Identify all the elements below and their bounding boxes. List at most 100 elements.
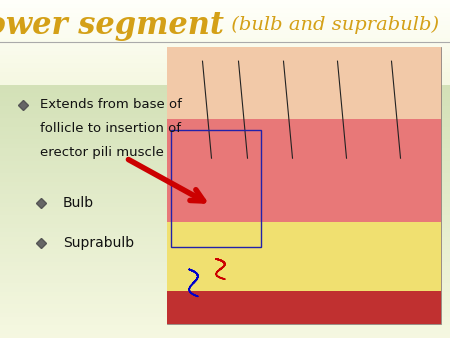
Bar (0, 17, 450, 21)
Bar (0, 21, 450, 25)
Bar (0, 274, 450, 279)
Bar (0, 241, 450, 245)
Text: follicle to insertion of: follicle to insertion of (40, 122, 181, 135)
Bar (0, 13, 450, 17)
Bar (0, 152, 450, 156)
Bar (0, 127, 450, 131)
Bar (0, 198, 450, 203)
Bar (0, 64, 450, 68)
Bar (0, 89, 450, 93)
Bar (0, 135, 450, 139)
Bar (0, 114, 450, 118)
Bar (0, 317, 450, 321)
Text: (bulb and suprabulb): (bulb and suprabulb) (225, 16, 439, 34)
Bar (0, 80, 450, 84)
Bar (0, 173, 450, 177)
Bar (0, 270, 450, 274)
Bar (0, 59, 450, 64)
Bar (0, 123, 450, 127)
Bar (0, 249, 450, 254)
Bar (0, 140, 450, 144)
Bar (0, 325, 450, 330)
Bar (0, 76, 450, 80)
Text: Bulb: Bulb (63, 196, 94, 210)
Bar (0, 287, 450, 291)
Bar (0, 84, 450, 89)
Bar (0, 194, 450, 199)
Bar (0, 8, 450, 13)
Bar (166, 47, 441, 119)
Bar (0, 304, 450, 308)
Bar (171, 130, 261, 247)
Bar (0, 64, 450, 68)
Bar (0, 203, 450, 207)
Bar (0, 220, 450, 224)
Bar (0, 296, 450, 300)
Bar (0, 266, 450, 270)
Bar (0, 161, 450, 165)
Bar (0, 228, 450, 233)
Bar (0, 42, 450, 46)
Bar (0, 80, 450, 84)
Bar (0, 76, 450, 80)
Bar (0, 30, 450, 34)
Bar (0, 224, 450, 228)
Bar (0, 131, 450, 135)
Bar (0, 105, 450, 110)
Bar (0, 72, 450, 76)
Bar (0, 144, 450, 148)
Bar (0, 25, 450, 30)
Bar (0, 51, 450, 55)
Text: Lower segment: Lower segment (0, 10, 225, 41)
Bar (0, 0, 450, 4)
Bar (0, 47, 450, 51)
Bar (0, 110, 450, 114)
Bar (166, 222, 441, 291)
Bar (0, 321, 450, 325)
Bar (0, 313, 450, 317)
Bar (0, 97, 450, 101)
Bar (0, 254, 450, 258)
Bar (0, 177, 450, 182)
Bar (0, 156, 450, 161)
Bar (166, 47, 441, 324)
Bar (0, 4, 450, 8)
Bar (0, 34, 450, 38)
Bar (0, 101, 450, 105)
Bar (0, 148, 450, 152)
Bar (0, 237, 450, 241)
Bar (0, 165, 450, 169)
Text: Suprabulb: Suprabulb (63, 236, 134, 250)
Text: erector pili muscle: erector pili muscle (40, 146, 164, 159)
Bar (0, 38, 450, 42)
Bar (0, 245, 450, 249)
Bar (0, 182, 450, 186)
Bar (0, 308, 450, 313)
Bar (0, 279, 450, 283)
Bar (0, 330, 450, 334)
Bar (0, 47, 450, 51)
Bar (0, 291, 450, 296)
Bar (0, 169, 450, 173)
Bar (166, 291, 441, 324)
Bar (0, 59, 450, 64)
Bar (0, 68, 450, 72)
Bar (0, 55, 450, 59)
Bar (0, 68, 450, 72)
Bar (0, 42, 450, 46)
Bar (0, 17, 450, 21)
Bar (0, 0, 450, 4)
Bar (166, 119, 441, 222)
Bar (0, 72, 450, 76)
Bar (0, 34, 450, 38)
Bar (0, 93, 450, 97)
Bar (0, 30, 450, 34)
Bar (0, 207, 450, 211)
Bar (0, 300, 450, 304)
Bar (0, 283, 450, 287)
Bar (0, 211, 450, 216)
Bar (0, 13, 450, 17)
Bar (0, 4, 450, 8)
Bar (0, 334, 450, 338)
Text: Extends from base of: Extends from base of (40, 98, 182, 111)
